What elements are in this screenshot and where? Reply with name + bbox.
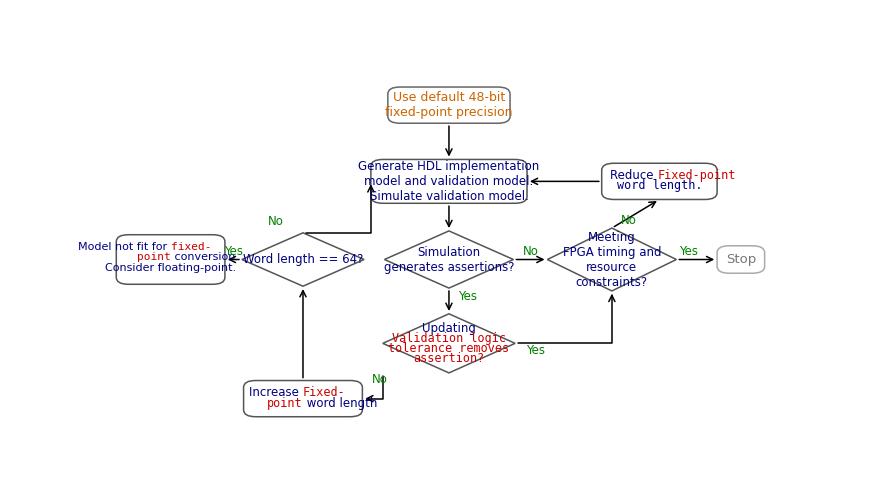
Text: word length: word length: [303, 397, 378, 410]
Polygon shape: [548, 228, 676, 291]
Text: Updating: Updating: [422, 322, 476, 335]
Text: Stop: Stop: [725, 253, 756, 266]
FancyBboxPatch shape: [602, 163, 717, 199]
Text: Yes: Yes: [679, 245, 698, 257]
Text: Fixed-point: Fixed-point: [657, 169, 736, 182]
Text: fixed-: fixed-: [171, 242, 211, 252]
Polygon shape: [383, 314, 515, 373]
Polygon shape: [385, 231, 513, 288]
Text: Word length == 64?: Word length == 64?: [243, 253, 364, 266]
Text: Generate HDL implementation
model and validation model.
Simulate validation mode: Generate HDL implementation model and va…: [358, 160, 540, 203]
Text: Model not fit for: Model not fit for: [78, 242, 171, 252]
Text: assertion?: assertion?: [413, 352, 484, 365]
Text: Yes: Yes: [224, 245, 243, 257]
Text: Consider floating-point.: Consider floating-point.: [105, 263, 237, 273]
Text: Meeting
FPGA timing and
resource
constraints?: Meeting FPGA timing and resource constra…: [562, 231, 661, 289]
Polygon shape: [242, 233, 364, 286]
Text: Use default 48-bit
fixed-point precision: Use default 48-bit fixed-point precision: [385, 91, 512, 119]
FancyBboxPatch shape: [244, 381, 363, 417]
Text: Increase: Increase: [250, 387, 303, 399]
Text: point: point: [137, 252, 171, 262]
FancyBboxPatch shape: [388, 87, 510, 123]
Text: No: No: [621, 214, 637, 227]
Text: conversion.: conversion.: [171, 252, 238, 262]
Text: Reduce: Reduce: [610, 169, 657, 182]
FancyBboxPatch shape: [371, 159, 527, 203]
FancyBboxPatch shape: [717, 246, 765, 273]
Text: No: No: [522, 245, 539, 257]
Text: No: No: [371, 373, 387, 386]
FancyBboxPatch shape: [117, 235, 225, 284]
Text: No: No: [268, 215, 284, 228]
Text: point: point: [267, 397, 303, 410]
Text: Validation logic: Validation logic: [392, 332, 506, 345]
Text: word length.: word length.: [617, 180, 703, 193]
Text: Simulation
generates assertions?: Simulation generates assertions?: [384, 246, 514, 274]
Text: Fixed-: Fixed-: [303, 387, 346, 399]
Text: tolerance removes: tolerance removes: [388, 342, 510, 355]
Text: Yes: Yes: [526, 344, 545, 357]
Text: Yes: Yes: [458, 290, 477, 303]
